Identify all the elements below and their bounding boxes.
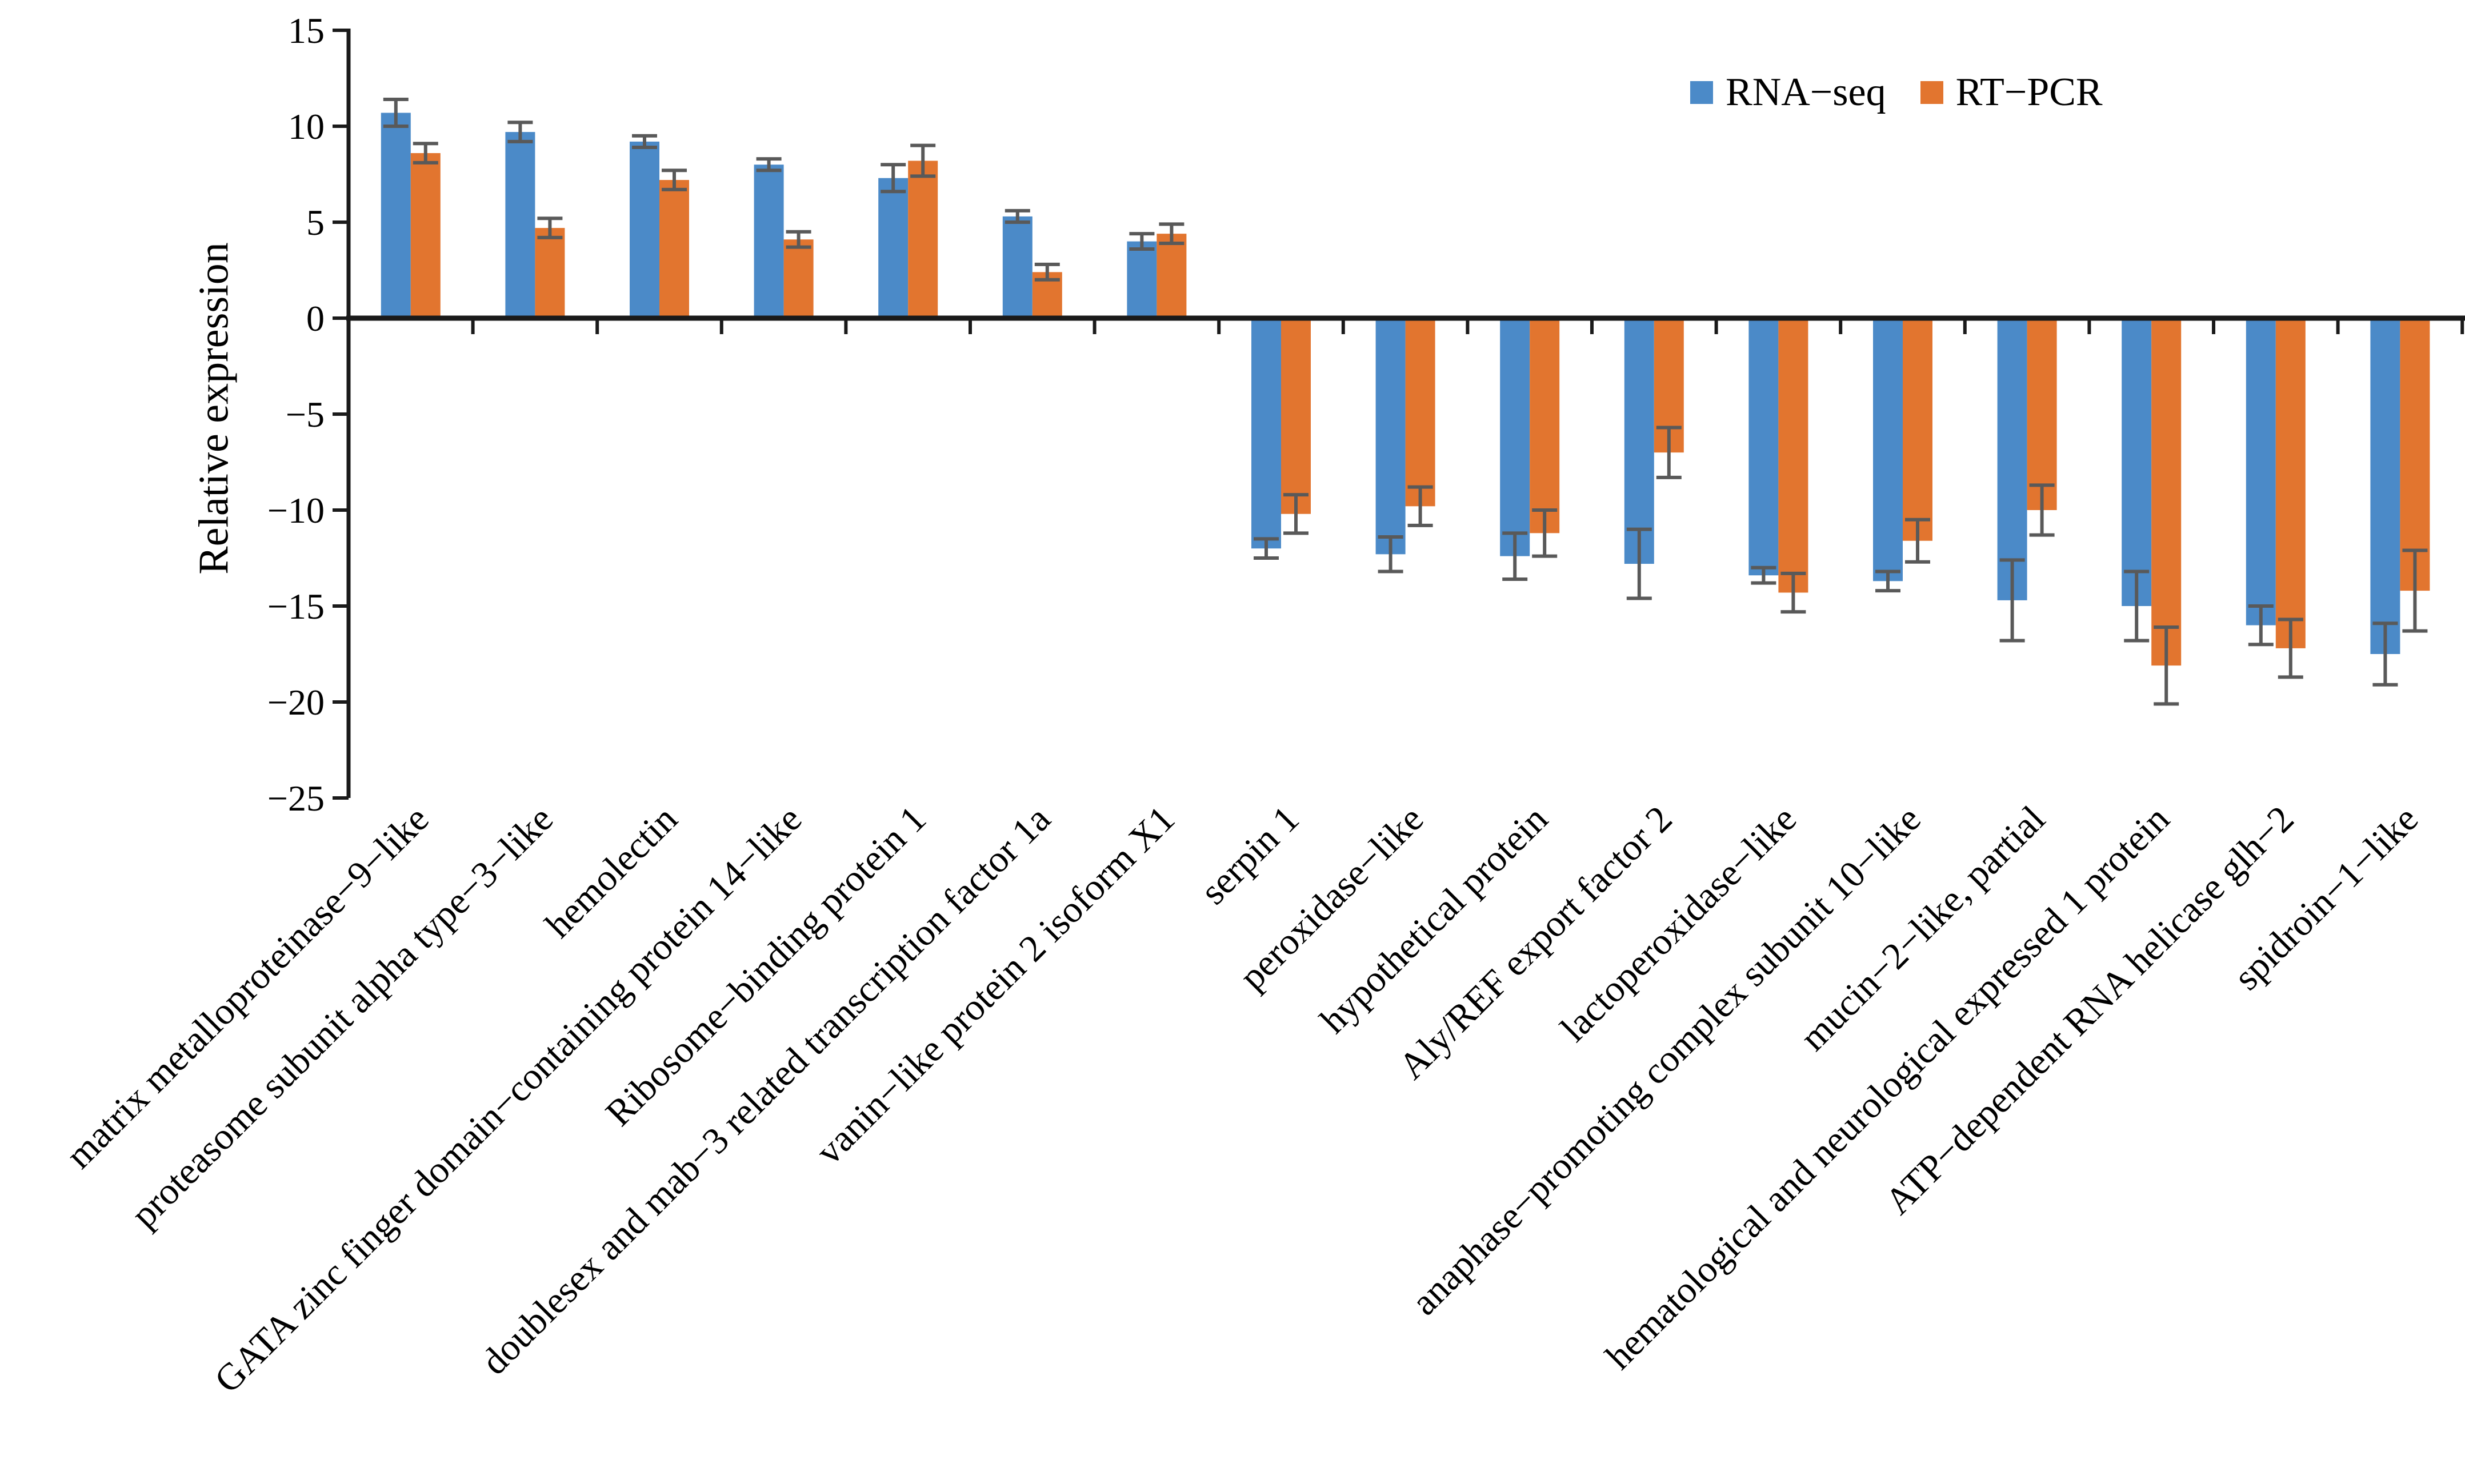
bar-rna-seq-3: [754, 165, 784, 318]
y-tick-label: −10: [267, 490, 325, 531]
legend: RNA−seq RT−PCR: [1690, 70, 2103, 115]
error-bar-rt-pcr-14: [2154, 625, 2179, 706]
error-bar-rt-pcr-3: [786, 230, 811, 249]
bar-rt-pcr-15: [2275, 318, 2306, 648]
error-bar-rna-seq-7: [1254, 537, 1279, 560]
error-bar-rna-seq-13: [1999, 558, 2025, 643]
error-bar-rna-seq-11: [1751, 565, 1776, 585]
bar-rt-pcr-3: [783, 239, 814, 318]
error-bar-rna-seq-5: [1005, 208, 1030, 224]
error-bar-rt-pcr-0: [413, 142, 438, 165]
bar-rna-seq-1: [505, 132, 535, 318]
error-bar-rna-seq-4: [881, 163, 906, 194]
error-bar-rna-seq-9: [1502, 531, 1528, 581]
bar-rt-pcr-9: [1530, 318, 1560, 534]
legend-label-rna-seq: RNA−seq: [1726, 70, 1886, 114]
bar-rt-pcr-1: [535, 228, 565, 318]
bar-rna-seq-7: [1251, 318, 1281, 549]
error-bar-rna-seq-14: [2124, 569, 2150, 643]
bar-rt-pcr-13: [2027, 318, 2057, 510]
error-bar-rna-seq-12: [1875, 569, 1900, 593]
error-bar-rt-pcr-12: [1905, 518, 1930, 564]
category-label-11: lactoperoxidase−like: [1552, 798, 1804, 1050]
bar-rna-seq-8: [1375, 318, 1406, 555]
error-bar-rt-pcr-13: [2029, 483, 2055, 537]
legend-item-rt-pcr: RT−PCR: [1920, 70, 2103, 115]
error-bar-rna-seq-1: [507, 121, 533, 143]
category-label-7: serpin 1: [1193, 798, 1307, 913]
category-label-14: hematological and neurological expressed…: [1598, 798, 2177, 1377]
error-bar-rt-pcr-1: [537, 216, 563, 239]
bar-rt-pcr-2: [659, 180, 689, 318]
error-bar-rt-pcr-8: [1407, 485, 1433, 527]
error-bar-rt-pcr-7: [1283, 493, 1308, 535]
category-label-13: mucin−2−like, partial: [1792, 798, 2053, 1059]
error-bar-rna-seq-0: [383, 97, 409, 128]
bar-rt-pcr-11: [1778, 318, 1808, 593]
category-label-5: doublesex and mab−3 related transcriptio…: [473, 798, 1058, 1383]
category-label-3: GATA zinc finger domain−containing prote…: [206, 798, 810, 1401]
error-bar-rt-pcr-16: [2402, 548, 2428, 633]
y-tick-label: 5: [306, 202, 325, 243]
error-bar-rna-seq-16: [2372, 621, 2398, 687]
error-bar-rt-pcr-11: [1780, 571, 1806, 614]
bar-rna-seq-13: [1997, 318, 2027, 600]
bar-rt-pcr-8: [1405, 318, 1435, 507]
bar-rna-seq-10: [1624, 318, 1654, 564]
error-bar-rna-seq-8: [1378, 535, 1403, 573]
error-bar-rna-seq-2: [632, 134, 657, 149]
bar-rna-seq-9: [1500, 318, 1530, 556]
legend-label-rt-pcr: RT−PCR: [1955, 70, 2103, 114]
y-tick-label: 0: [306, 298, 325, 339]
bar-rna-seq-6: [1127, 241, 1157, 318]
bar-rt-pcr-6: [1157, 234, 1187, 318]
bar-rna-seq-15: [2246, 318, 2276, 625]
bar-rna-seq-12: [1873, 318, 1903, 581]
error-bar-rna-seq-6: [1129, 232, 1155, 251]
legend-item-rna-seq: RNA−seq: [1690, 70, 1886, 115]
bar-rt-pcr-14: [2151, 318, 2182, 666]
error-bar-rna-seq-15: [2248, 604, 2274, 647]
error-bar-rt-pcr-2: [662, 169, 687, 191]
bar-rna-seq-0: [381, 113, 411, 319]
error-bar-rna-seq-10: [1626, 527, 1652, 600]
y-tick-label: −20: [267, 682, 325, 723]
bar-rna-seq-14: [2122, 318, 2152, 606]
bar-rna-seq-4: [878, 178, 909, 318]
y-tick-label: −15: [267, 586, 325, 627]
bar-rt-pcr-16: [2400, 318, 2430, 591]
y-axis-title: Relative expression: [190, 242, 238, 575]
error-bar-rt-pcr-4: [910, 143, 936, 178]
bar-rt-pcr-12: [1903, 318, 1932, 541]
y-tick-label: 10: [288, 106, 325, 147]
error-bar-rt-pcr-9: [1532, 508, 1558, 558]
error-bar-rt-pcr-6: [1159, 222, 1185, 245]
legend-swatch-rt-pcr-icon: [1920, 81, 1943, 104]
bar-rna-seq-16: [2370, 318, 2400, 654]
error-bar-rna-seq-3: [756, 157, 782, 173]
bar-rt-pcr-4: [908, 161, 938, 318]
error-bar-rt-pcr-5: [1034, 262, 1060, 282]
y-tick-label: −5: [286, 394, 325, 435]
bar-rna-seq-5: [1002, 216, 1033, 318]
y-tick-label: −25: [267, 778, 325, 819]
bar-rna-seq-2: [630, 141, 659, 318]
bar-rna-seq-11: [1748, 318, 1779, 576]
legend-swatch-rna-seq-icon: [1690, 81, 1713, 104]
error-bar-rt-pcr-10: [1656, 426, 1682, 479]
category-label-9: hypothetical protein: [1312, 798, 1556, 1041]
y-tick-label: 15: [288, 10, 325, 51]
error-bar-rt-pcr-15: [2278, 617, 2303, 679]
bar-rt-pcr-0: [410, 153, 441, 318]
bar-rt-pcr-7: [1281, 318, 1311, 514]
